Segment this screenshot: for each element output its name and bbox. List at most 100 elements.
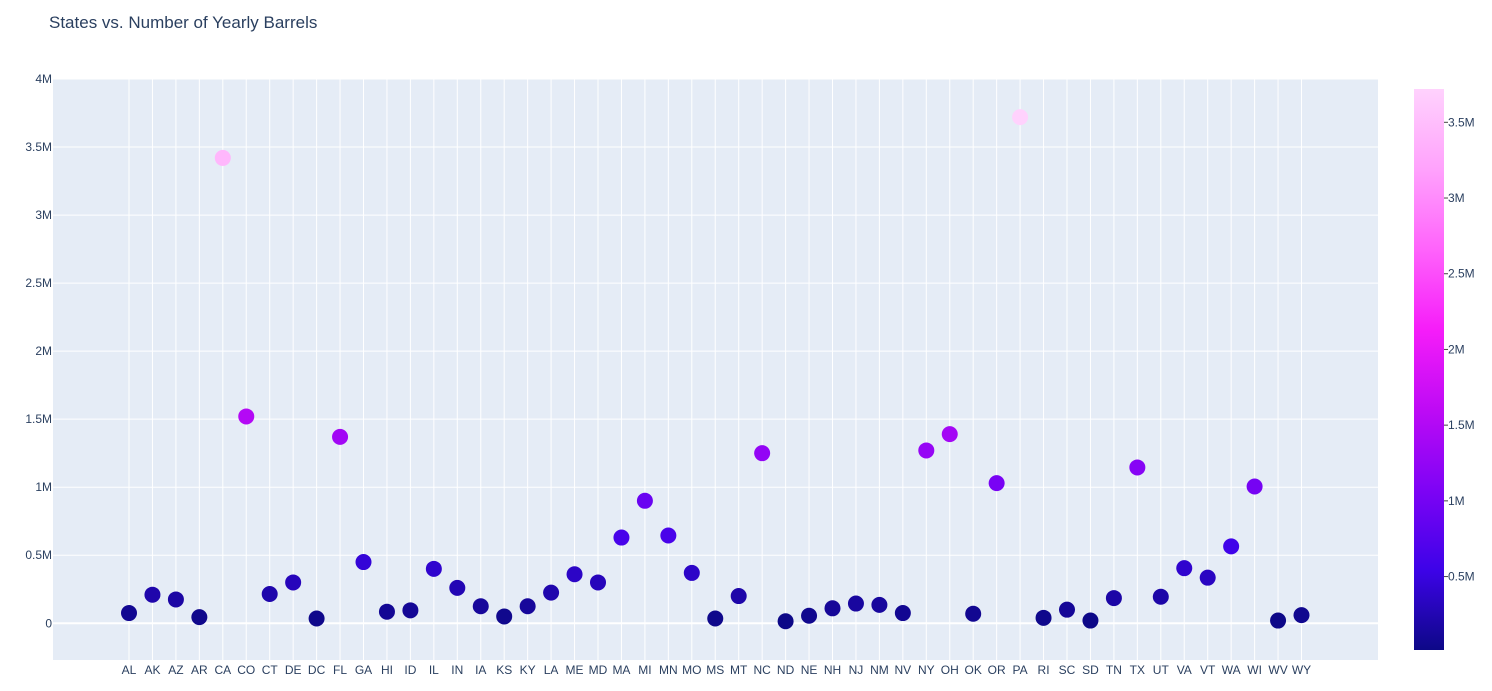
data-point xyxy=(847,595,864,612)
colorbar-tick-label: 1.5M xyxy=(1448,418,1475,432)
data-point xyxy=(590,574,606,591)
x-tick-label: WY xyxy=(1292,663,1311,677)
data-point xyxy=(1082,612,1099,629)
data-point xyxy=(660,527,677,544)
data-point xyxy=(1105,590,1122,607)
x-tick-label: WA xyxy=(1222,663,1241,677)
x-tick-label: CT xyxy=(262,663,279,677)
data-point xyxy=(543,584,560,601)
data-point xyxy=(285,574,302,591)
data-point xyxy=(1223,538,1240,555)
colorbar: 0.5M 1M 1.5M 2M 2.5M 3M 3.5M xyxy=(1414,89,1475,650)
x-tick-label: SD xyxy=(1082,663,1099,677)
data-point xyxy=(894,605,911,622)
data-point xyxy=(566,566,583,583)
y-tick-label: 1M xyxy=(35,480,52,494)
x-tick-label: FL xyxy=(333,663,347,677)
data-point xyxy=(308,610,325,627)
data-point xyxy=(472,598,489,615)
data-point xyxy=(1270,612,1287,629)
data-point xyxy=(824,600,841,617)
x-tick-label: AL xyxy=(122,663,137,677)
data-point xyxy=(1152,588,1169,605)
x-tick-label: SC xyxy=(1059,663,1076,677)
colorbar-tick-label: 3.5M xyxy=(1448,115,1475,129)
x-tick-label: MI xyxy=(638,663,651,677)
data-point xyxy=(378,603,395,620)
x-tick-label: AK xyxy=(144,663,160,677)
x-tick-label: IL xyxy=(429,663,439,677)
x-tick-label: WI xyxy=(1247,663,1262,677)
x-tick-label: OH xyxy=(941,663,959,677)
x-tick-label: GA xyxy=(355,663,372,677)
x-tick-label: NM xyxy=(870,663,889,677)
x-tick-label: DE xyxy=(285,663,302,677)
data-point xyxy=(683,564,700,581)
data-point xyxy=(1199,569,1216,586)
data-point xyxy=(965,605,982,622)
data-point xyxy=(1059,601,1075,618)
x-tick-label: NY xyxy=(918,663,935,677)
data-point xyxy=(144,586,161,603)
data-point xyxy=(449,579,466,596)
x-tick-label: DC xyxy=(308,663,326,677)
y-tick-label: 2.5M xyxy=(25,276,52,290)
x-tick-label: OR xyxy=(988,663,1006,677)
x-tick-label: NJ xyxy=(849,663,864,677)
colorbar-tick-label: 0.5M xyxy=(1448,570,1475,584)
colorbar-tick-label: 2.5M xyxy=(1448,267,1475,281)
y-tick-label: 0.5M xyxy=(25,548,52,562)
x-tick-label: VT xyxy=(1200,663,1216,677)
y-tick-label: 2M xyxy=(35,344,52,358)
data-point xyxy=(1035,609,1052,626)
x-tick-label: IN xyxy=(451,663,463,677)
data-point xyxy=(754,445,771,462)
x-tick-label: AR xyxy=(191,663,208,677)
x-tick-label: MN xyxy=(659,663,678,677)
data-point xyxy=(1129,459,1146,476)
colorbar-tick-label: 3M xyxy=(1448,191,1465,205)
x-tick-label: UT xyxy=(1153,663,1170,677)
y-tick-label: 3.5M xyxy=(25,140,52,154)
y-tick-label: 4M xyxy=(35,72,52,86)
y-tick-label: 1.5M xyxy=(25,412,52,426)
x-tick-label: HI xyxy=(381,663,393,677)
y-gridlines xyxy=(53,78,1378,625)
colorbar-ticks: 0.5M 1M 1.5M 2M 2.5M 3M 3.5M xyxy=(1444,115,1475,584)
data-point xyxy=(1012,109,1029,126)
colorbar-gradient xyxy=(1414,89,1444,650)
data-point xyxy=(730,588,747,605)
y-tick-label: 3M xyxy=(35,208,52,222)
x-tick-label: ID xyxy=(404,663,416,677)
x-axis-ticks: AL AK AZ AR CA CO CT DE DC FL GA HI ID IL IN IA KS KY LA ME… xyxy=(122,663,1312,677)
x-tick-label: VA xyxy=(1177,663,1192,677)
scatter-points xyxy=(121,109,1310,630)
x-tick-label: IA xyxy=(475,663,486,677)
data-point xyxy=(613,529,630,546)
x-tick-label: KY xyxy=(520,663,536,677)
x-tick-label: CO xyxy=(237,663,255,677)
x-tick-label: MO xyxy=(682,663,701,677)
x-tick-label: KS xyxy=(496,663,512,677)
data-point xyxy=(1293,607,1310,624)
y-tick-label: 0 xyxy=(45,616,52,630)
data-point xyxy=(191,609,208,626)
data-point xyxy=(355,554,372,571)
colorbar-tick-label: 2M xyxy=(1448,342,1465,356)
data-point xyxy=(988,475,1005,492)
data-point xyxy=(707,610,724,627)
x-tick-label: NV xyxy=(895,663,912,677)
x-tick-label: PA xyxy=(1013,663,1028,677)
x-tick-label: MD xyxy=(589,663,608,677)
data-point xyxy=(1246,478,1263,495)
y-axis-ticks: 0 0.5M 1M 1.5M 2M 2.5M 3M 3.5M 4M xyxy=(25,72,52,630)
data-point xyxy=(238,408,255,425)
x-tick-label: NE xyxy=(801,663,818,677)
data-point xyxy=(402,602,419,619)
x-tick-label: ND xyxy=(777,663,795,677)
data-point xyxy=(871,596,888,613)
x-tick-label: MT xyxy=(730,663,748,677)
x-tick-label: LA xyxy=(544,663,559,677)
data-point xyxy=(519,598,536,615)
